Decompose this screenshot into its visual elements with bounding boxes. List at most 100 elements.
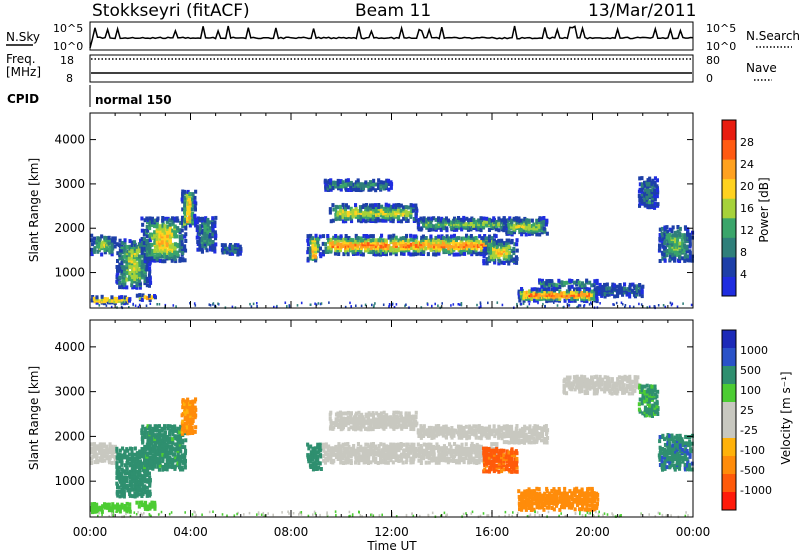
velocity-cell <box>163 424 167 429</box>
velocity-cell <box>123 475 127 480</box>
velocity-cell <box>143 454 147 459</box>
power-cell <box>501 303 504 307</box>
power-cell <box>449 238 453 243</box>
power-cell <box>475 224 479 229</box>
power-cell <box>509 224 513 229</box>
power-cell <box>500 260 504 265</box>
velocity-cell <box>352 419 356 424</box>
power-cell <box>156 235 160 239</box>
velocity-cell <box>513 469 517 474</box>
power-cell <box>356 178 360 183</box>
power-cell <box>399 240 403 245</box>
velocity-cell <box>540 426 544 431</box>
velocity-cell <box>523 424 527 429</box>
velocity-cell <box>422 456 426 461</box>
power-cell <box>168 226 172 231</box>
power-cell <box>552 282 556 287</box>
power-cell <box>193 205 197 210</box>
velocity-cell <box>128 473 132 478</box>
power-cell <box>211 232 215 237</box>
velocity-cell <box>117 489 121 494</box>
velocity-cell <box>357 452 361 457</box>
power-cell <box>472 250 476 255</box>
velocity-cell <box>513 453 517 458</box>
velocity-cell <box>530 432 534 437</box>
velocity-cell <box>490 448 494 453</box>
velocity-cell <box>379 456 383 461</box>
velocity-cell <box>309 453 313 457</box>
velocity-cell <box>479 454 483 458</box>
power-cell <box>547 289 551 294</box>
power-cell <box>204 245 208 250</box>
power-cell <box>479 216 483 221</box>
power-cell <box>354 203 358 208</box>
power-cell <box>203 224 207 229</box>
velocity-cell <box>399 417 403 422</box>
power-cell <box>127 277 131 282</box>
velocity-cell <box>399 446 403 451</box>
velocity-cell <box>128 457 132 461</box>
power-cell <box>455 243 459 248</box>
power-cell <box>392 238 396 243</box>
power-cell <box>582 283 586 288</box>
power-cell <box>475 227 479 232</box>
power-cell <box>435 242 439 247</box>
velocity-cell <box>424 452 428 457</box>
velocity-cell <box>367 425 371 430</box>
power-cell <box>92 296 96 301</box>
velocity-cell <box>155 451 159 456</box>
power-cell <box>653 305 656 308</box>
power-cell <box>537 295 541 300</box>
velocity-cell <box>170 462 174 467</box>
power-cell <box>162 252 166 257</box>
power-cell <box>414 218 418 223</box>
power-cell <box>168 218 172 223</box>
power-cell <box>670 239 674 244</box>
velocity-cell <box>510 469 514 474</box>
power-cell <box>100 294 104 299</box>
power-cell <box>484 236 488 241</box>
velocity-cell <box>346 442 350 446</box>
velocity-cell <box>189 400 193 405</box>
velocity-cell <box>374 450 378 455</box>
power-cell <box>401 242 405 247</box>
power-cell <box>321 252 325 257</box>
velocity-cell <box>440 426 444 431</box>
power-cell <box>520 218 524 223</box>
power-cell <box>155 224 159 229</box>
power-cell <box>556 304 559 307</box>
velocity-cell <box>359 444 363 449</box>
velocity-cell <box>158 433 162 438</box>
power-cell <box>588 280 592 285</box>
velocity-cell <box>429 425 433 430</box>
power-cell <box>611 285 615 290</box>
power-cell <box>416 248 420 253</box>
power-cell <box>125 301 127 304</box>
power-cell <box>143 281 147 286</box>
power-cell <box>154 244 158 249</box>
power-cell <box>489 238 493 243</box>
power-cell <box>391 216 395 221</box>
velocity-cell <box>490 442 494 447</box>
velocity-cell <box>139 473 143 478</box>
power-cell <box>128 239 132 244</box>
power-cell <box>349 242 353 247</box>
power-cell <box>607 286 611 291</box>
power-cell <box>314 244 318 249</box>
power-cell <box>392 233 396 238</box>
power-cell <box>567 285 571 290</box>
power-cell <box>339 234 343 239</box>
velocity-cell <box>322 454 326 458</box>
power-cell <box>638 302 640 306</box>
power-cell <box>189 207 193 212</box>
power-cell <box>590 283 594 288</box>
velocity-cell <box>404 417 408 422</box>
velocity-cell <box>427 425 431 430</box>
power-cell <box>555 283 559 288</box>
velocity-cell <box>414 452 418 457</box>
velocity-cell <box>543 424 547 429</box>
power-cell <box>184 215 188 220</box>
power-cell <box>354 206 358 211</box>
